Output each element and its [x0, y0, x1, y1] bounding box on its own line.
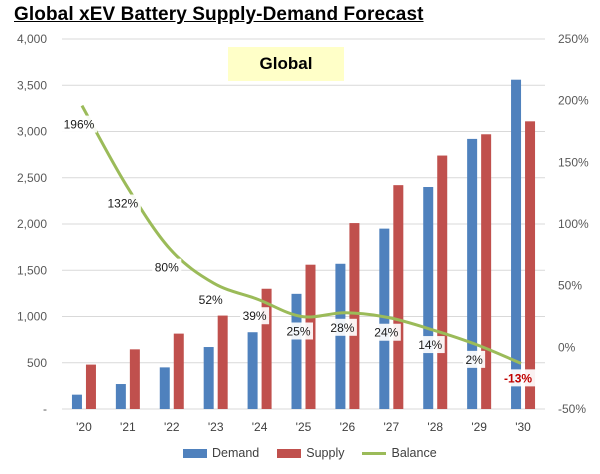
bar-supply: [173, 333, 184, 409]
legend-swatch-balance: [362, 451, 387, 455]
x-tick-label: '25: [296, 420, 312, 434]
y-left-tick-label: 3,500: [17, 78, 47, 92]
x-tick-label: '28: [427, 420, 443, 434]
bar-demand: [335, 263, 346, 409]
data-label-bg: [196, 291, 226, 309]
bar-supply: [481, 134, 492, 409]
legend-swatch-demand: [183, 448, 207, 458]
y-left-tick-label: 2,500: [17, 171, 47, 185]
x-tick-label: '24: [252, 420, 268, 434]
x-tick-label: '23: [208, 420, 224, 434]
bar-supply: [261, 288, 272, 409]
data-label-bg: [284, 322, 313, 340]
bar-demand: [159, 367, 170, 409]
data-label-bg: [463, 350, 486, 368]
y-left-tick-label: -: [43, 402, 47, 416]
y-right-tick-label: 100%: [558, 217, 589, 231]
y-left-tick-label: 1,500: [17, 263, 47, 277]
data-label-bg: [104, 194, 141, 212]
bar-demand: [291, 293, 302, 409]
y-left-tick-label: 1,000: [17, 310, 47, 324]
bar-supply: [393, 185, 404, 409]
legend: Demand Supply Balance: [183, 446, 437, 460]
data-label-balance: 24%: [374, 326, 398, 340]
bar-supply: [217, 315, 228, 409]
data-label-balance: 14%: [418, 338, 442, 352]
x-tick-label: '27: [383, 420, 399, 434]
bar-demand: [115, 384, 126, 409]
data-label-bg: [371, 323, 401, 341]
data-label-balance: 80%: [155, 261, 179, 275]
data-label-balance: 196%: [64, 118, 95, 132]
y-right-tick-label: 50%: [558, 279, 582, 293]
y-left-tick-label: 3,000: [17, 125, 47, 139]
legend-label-demand: Demand: [212, 446, 260, 460]
bar-supply: [525, 121, 536, 409]
bar-supply: [85, 364, 96, 409]
line-balance: [80, 104, 522, 365]
data-label-bg: [152, 258, 182, 276]
bar-demand: [379, 228, 390, 409]
y-left-tick-label: 2,000: [17, 217, 47, 231]
legend-item-supply: Supply: [277, 446, 344, 460]
y-left-tick-label: 4,000: [17, 32, 47, 46]
legend-item-demand: Demand: [183, 446, 259, 460]
data-label-bg: [415, 336, 445, 354]
data-label-balance: 25%: [286, 325, 310, 339]
x-tick-label: '30: [515, 420, 531, 434]
chart-title: Global xEV Battery Supply-Demand Forecas…: [14, 4, 424, 25]
y-left-tick-label: 500: [27, 356, 47, 370]
data-label-balance: 2%: [465, 353, 483, 367]
x-tick-label: '26: [340, 420, 356, 434]
x-tick-label: '29: [471, 420, 487, 434]
bar-supply: [437, 155, 448, 409]
bar-demand: [423, 187, 434, 409]
legend-item-balance: Balance: [362, 446, 437, 460]
legend-swatch-supply: [277, 448, 302, 458]
x-tick-label: '22: [164, 420, 180, 434]
data-label-bg: [240, 307, 270, 325]
data-label-balance: 132%: [108, 197, 139, 211]
data-label-balance: 28%: [330, 321, 354, 335]
data-label-bg: [500, 369, 537, 387]
data-label-balance: -13%: [504, 371, 532, 385]
bar-demand: [511, 79, 522, 409]
y-right-tick-label: -50%: [558, 402, 586, 416]
data-label-bg: [327, 318, 357, 336]
bar-supply: [349, 223, 360, 409]
region-annotation: Global: [228, 47, 344, 81]
y-right-tick-label: 200%: [558, 94, 589, 108]
data-label-bg: [60, 115, 97, 133]
y-right-tick-label: 0%: [558, 340, 576, 354]
y-right-tick-label: 250%: [558, 32, 589, 46]
data-label-balance: 39%: [243, 309, 267, 323]
bar-demand: [467, 138, 478, 409]
bar-supply: [129, 349, 140, 409]
bar-demand: [203, 347, 214, 409]
y-right-tick-label: 150%: [558, 155, 589, 169]
legend-label-supply: Supply: [306, 446, 345, 460]
legend-label-balance: Balance: [391, 446, 437, 460]
x-tick-label: '21: [120, 420, 136, 434]
data-label-balance: 52%: [199, 293, 223, 307]
x-tick-label: '20: [76, 420, 92, 434]
bar-demand: [71, 394, 82, 409]
bar-demand: [247, 332, 258, 409]
